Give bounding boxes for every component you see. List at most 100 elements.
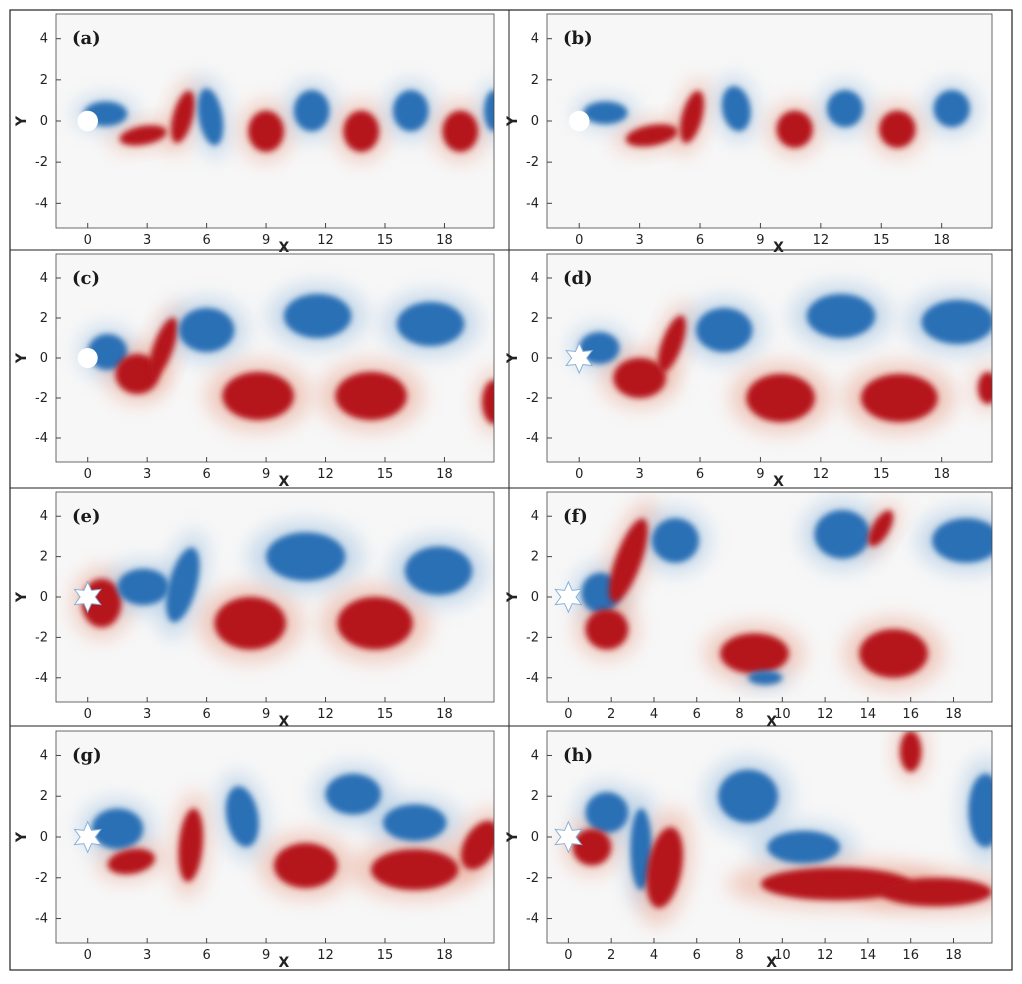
y-axis-label: Y bbox=[14, 591, 30, 603]
panel-label: (a) bbox=[72, 28, 101, 49]
y-tick-label: 0 bbox=[531, 590, 539, 605]
panel-label: (h) bbox=[563, 745, 593, 766]
y-tick-label: 2 bbox=[531, 73, 539, 88]
x-tick-label: 14 bbox=[860, 707, 877, 722]
y-tick-label: 0 bbox=[531, 351, 539, 366]
y-tick-label: 4 bbox=[40, 32, 48, 47]
x-axis-label: X bbox=[279, 474, 290, 490]
y-tick-label: 0 bbox=[40, 830, 48, 845]
y-axis-label: Y bbox=[14, 352, 30, 364]
x-tick-label: 12 bbox=[317, 948, 334, 963]
x-tick-label: 9 bbox=[262, 948, 270, 963]
y-tick-label: 4 bbox=[40, 748, 48, 763]
y-tick-label: 0 bbox=[40, 114, 48, 129]
x-tick-label: 16 bbox=[902, 707, 919, 722]
panel-label: (f) bbox=[563, 506, 588, 527]
x-tick-label: 18 bbox=[436, 707, 453, 722]
x-tick-label: 0 bbox=[564, 948, 572, 963]
x-axis-label: X bbox=[279, 714, 290, 730]
x-tick-label: 6 bbox=[693, 948, 701, 963]
x-axis-label: X bbox=[773, 240, 784, 256]
y-tick-label: -4 bbox=[526, 196, 539, 211]
x-axis-label: X bbox=[766, 955, 777, 971]
panel-e: 0 3 6 9 12 15 18 4 2 0 -2 -4 X Y (e) bbox=[14, 491, 495, 730]
y-tick-label: 0 bbox=[40, 590, 48, 605]
x-tick-label: 9 bbox=[262, 233, 270, 248]
panel-h: 0 2 4 6 8 10 12 14 16 18 4 2 0 -2 -4 X Y (h) bbox=[505, 730, 993, 971]
x-tick-label: 18 bbox=[945, 948, 962, 963]
x-tick-label: 2 bbox=[607, 948, 615, 963]
panel-label: (d) bbox=[563, 268, 593, 289]
x-tick-label: 18 bbox=[933, 233, 950, 248]
y-tick-label: 2 bbox=[531, 550, 539, 565]
x-tick-label: 3 bbox=[143, 948, 151, 963]
x-tick-label: 12 bbox=[317, 467, 334, 482]
y-tick-label: -2 bbox=[35, 391, 48, 406]
y-tick-label: 2 bbox=[531, 311, 539, 326]
vorticity-field bbox=[568, 76, 979, 157]
y-tick-label: -2 bbox=[526, 391, 539, 406]
vorticity-field bbox=[554, 731, 992, 926]
y-tick-label: 0 bbox=[531, 114, 539, 129]
star-body-icon bbox=[554, 820, 583, 854]
y-tick-label: -4 bbox=[526, 431, 539, 446]
panel-g: 0 3 6 9 12 15 18 4 2 0 -2 -4 X Y (g) bbox=[14, 730, 495, 971]
x-tick-label: 12 bbox=[813, 233, 830, 248]
y-tick-label: 4 bbox=[531, 32, 539, 47]
panel-label: (b) bbox=[563, 28, 593, 49]
panel-label: (e) bbox=[72, 506, 101, 527]
x-tick-label: 15 bbox=[377, 467, 394, 482]
x-axis-label: X bbox=[773, 474, 784, 490]
x-tick-label: 16 bbox=[902, 948, 919, 963]
y-tick-label: -4 bbox=[526, 671, 539, 686]
figure-border bbox=[9, 9, 1013, 971]
y-tick-label: 2 bbox=[40, 789, 48, 804]
x-tick-label: 0 bbox=[575, 467, 583, 482]
x-tick-label: 9 bbox=[756, 467, 764, 482]
x-axis-label: X bbox=[766, 714, 777, 730]
x-tick-label: 8 bbox=[735, 948, 743, 963]
x-tick-label: 3 bbox=[143, 467, 151, 482]
star-body-icon bbox=[565, 341, 594, 375]
x-tick-label: 12 bbox=[817, 948, 834, 963]
x-tick-label: 8 bbox=[735, 707, 743, 722]
x-tick-label: 6 bbox=[202, 467, 210, 482]
x-tick-label: 3 bbox=[635, 467, 643, 482]
x-tick-label: 12 bbox=[317, 233, 334, 248]
x-tick-label: 0 bbox=[84, 233, 92, 248]
y-tick-label: 0 bbox=[40, 351, 48, 366]
star-body-icon bbox=[73, 820, 103, 854]
x-tick-label: 12 bbox=[817, 707, 834, 722]
y-tick-label: 4 bbox=[531, 748, 539, 763]
x-tick-label: 9 bbox=[262, 467, 270, 482]
vorticity-field bbox=[565, 284, 992, 433]
x-tick-label: 18 bbox=[945, 707, 962, 722]
star-body-icon bbox=[73, 580, 102, 614]
x-tick-label: 15 bbox=[377, 707, 394, 722]
y-axis-label: Y bbox=[505, 352, 521, 364]
vorticity-field bbox=[77, 284, 494, 434]
y-tick-label: 0 bbox=[531, 830, 539, 845]
cylinder-body-icon bbox=[77, 110, 98, 132]
x-tick-label: 0 bbox=[84, 467, 92, 482]
vorticity-field bbox=[72, 521, 488, 662]
x-tick-label: 3 bbox=[143, 707, 151, 722]
x-axis-label: X bbox=[279, 240, 290, 256]
x-tick-label: 0 bbox=[84, 948, 92, 963]
x-tick-label: 3 bbox=[143, 233, 151, 248]
x-tick-label: 4 bbox=[650, 948, 658, 963]
x-tick-label: 12 bbox=[317, 707, 334, 722]
y-tick-label: -2 bbox=[526, 630, 539, 645]
panel-a: 0 3 6 9 12 15 18 4 2 0 -2 -4 X Y (a) bbox=[14, 13, 495, 256]
y-axis-label: Y bbox=[14, 115, 30, 127]
y-tick-label: -2 bbox=[35, 630, 48, 645]
vorticity-field bbox=[73, 764, 494, 900]
y-tick-label: 2 bbox=[531, 789, 539, 804]
x-tick-label: 3 bbox=[635, 233, 643, 248]
panel-c: 0 3 6 9 12 15 18 4 2 0 -2 -4 X Y (c) bbox=[14, 253, 495, 490]
x-tick-label: 6 bbox=[202, 233, 210, 248]
y-tick-label: -4 bbox=[526, 912, 539, 927]
x-tick-label: 18 bbox=[436, 948, 453, 963]
panel-f: 0 2 4 6 8 10 12 14 16 18 4 2 0 -2 -4 X Y (f) bbox=[505, 491, 993, 730]
y-tick-label: 4 bbox=[40, 509, 48, 524]
